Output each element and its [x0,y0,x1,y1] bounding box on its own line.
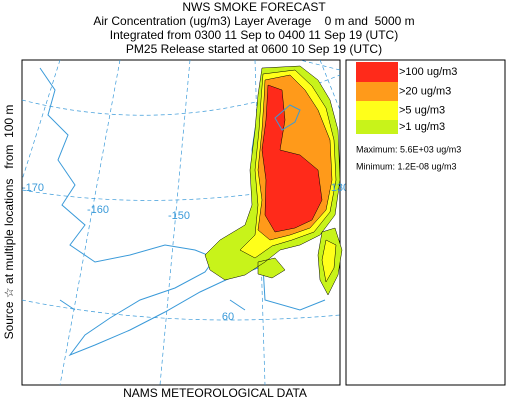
legend-label: >20 ug/m3 [399,85,451,97]
minimum: Minimum: 1.2E-08 ug/m3 [356,161,457,171]
graticule-label: 130 [331,182,349,194]
legend-label: >100 ug/m3 [399,66,457,78]
river [274,104,301,131]
legend-label: >1 ug/m3 [399,121,445,133]
graticule-label: 60 [222,311,234,323]
legend-swatch [356,82,398,101]
graticule-label: -150 [168,210,190,222]
maximum: Maximum: 5.6E+03 ug/m3 [356,144,461,154]
subtitle: Integrated from 0300 11 Sep to 0400 11 S… [110,28,398,42]
map: -170 -160 -150 130 60 [21,59,349,386]
graticule-label: -160 [87,204,109,216]
subtitle: Air Concentration (ug/m3) Layer Average … [93,14,414,28]
side-label: Source ☆ at multiple locations from 100 … [2,105,16,340]
legend-swatch [356,120,398,134]
smoke-plume [204,65,343,296]
title: NWS SMOKE FORECAST [182,0,326,14]
subtitle: PM25 Release started at 0600 10 Sep 19 (… [126,42,382,56]
footer: NAMS METEOROLOGICAL DATA [123,386,307,400]
legend: Maximum: 5.6E+03 ug/m3 Minimum: 1.2E-08 … [345,59,506,386]
legend-label: >5 ug/m3 [399,104,445,116]
legend-swatch [356,62,398,82]
graticule-label: -170 [22,182,44,194]
legend-swatch [356,101,398,120]
